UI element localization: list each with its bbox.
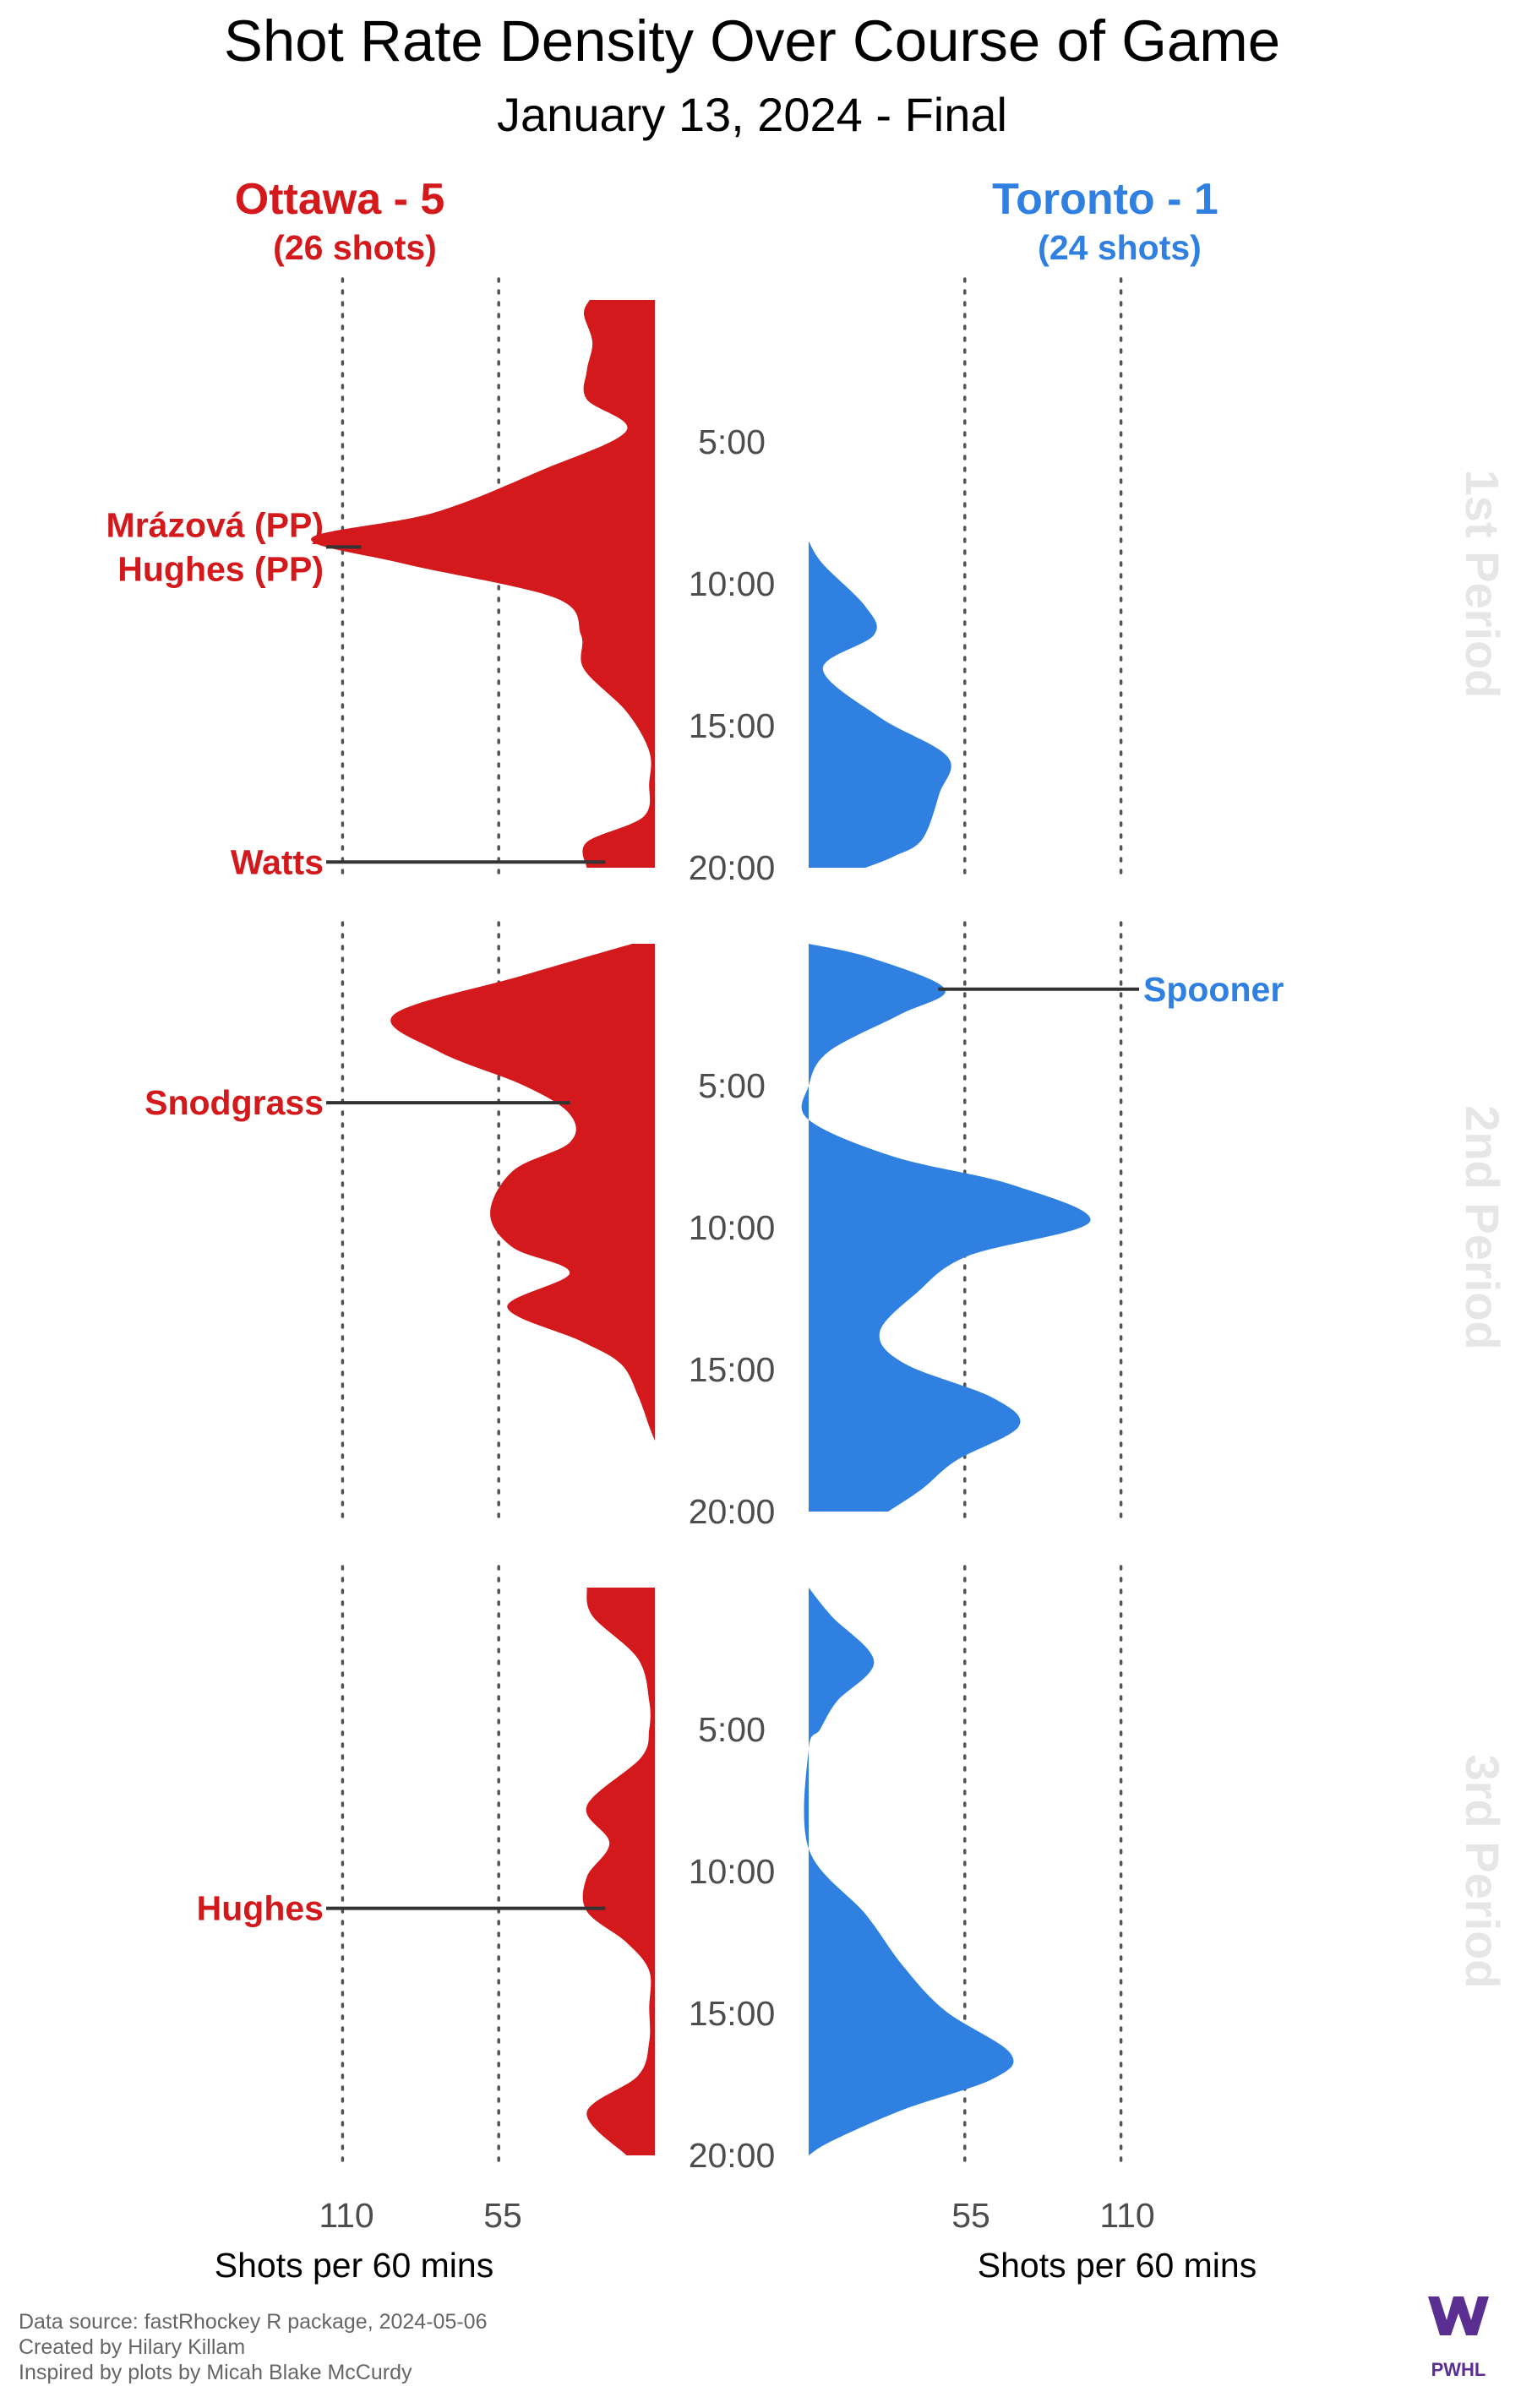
time-label-p1-2000: 20:00 <box>689 848 776 887</box>
time-label-p3-500: 5:00 <box>698 1710 766 1749</box>
goal-label-mr-zov-pp: Mrázová (PP) <box>106 505 324 544</box>
toronto-density-p3 <box>804 1588 1014 2155</box>
period-label-1: 1st Period <box>1456 470 1509 699</box>
ottawa-density-p2 <box>390 944 655 1441</box>
goal-label-snodgrass: Snodgrass <box>144 1083 324 1122</box>
density-areas <box>311 300 1091 2155</box>
toronto-density-p1 <box>809 541 951 868</box>
caption-inspiration: Inspired by plots by Micah Blake McCurdy <box>19 2361 412 2384</box>
ottawa-density-p1 <box>311 300 655 868</box>
goal-label-hughes: Hughes <box>197 1889 324 1928</box>
ottawa-team-name: Ottawa - 5 <box>235 175 445 224</box>
time-label-p2-2000: 20:00 <box>689 1492 776 1531</box>
right-tick-55: 55 <box>951 2196 990 2235</box>
period-label-2: 2nd Period <box>1456 1105 1509 1349</box>
ottawa-density-p3 <box>582 1588 655 2155</box>
time-label-p2-500: 5:00 <box>698 1066 766 1105</box>
time-label-p1-1500: 15:00 <box>689 706 776 745</box>
right-tick-110: 110 <box>1099 2196 1154 2235</box>
pwhl-logo-text: PWHL <box>1431 2359 1486 2380</box>
time-labels: 5:00 10:00 15:00 20:00 5:00 10:00 15:00 20:00 5:… <box>689 422 776 2175</box>
pwhl-logo: PWHL <box>1428 2296 1489 2380</box>
caption-author: Created by Hilary Killam <box>19 2335 245 2359</box>
time-label-p1-1000: 10:00 <box>689 564 776 603</box>
chart-subtitle: January 13, 2024 - Final <box>497 88 1007 141</box>
goal-label-watts: Watts <box>231 842 324 881</box>
caption-source: Data source: fastRhockey R package, 2024… <box>19 2310 487 2334</box>
time-label-p1-500: 5:00 <box>698 422 766 461</box>
toronto-team-name: Toronto - 1 <box>992 175 1218 224</box>
left-axis-label: Shots per 60 mins <box>215 2246 493 2285</box>
right-axis-label: Shots per 60 mins <box>978 2246 1257 2285</box>
ottawa-shot-count: (26 shots) <box>273 228 437 267</box>
left-tick-110: 110 <box>319 2196 373 2235</box>
toronto-shot-count: (24 shots) <box>1038 228 1202 267</box>
goal-label-hughes-pp: Hughes (PP) <box>117 549 324 588</box>
period-label-3: 3rd Period <box>1456 1755 1509 1989</box>
toronto-density-p2 <box>801 944 1091 1512</box>
time-label-p3-2000: 20:00 <box>689 2136 776 2175</box>
chart-title: Shot Rate Density Over Course of Game <box>224 8 1280 74</box>
goal-label-spooner: Spooner <box>1143 970 1284 1009</box>
time-label-p2-1500: 15:00 <box>689 1350 776 1389</box>
period-labels: 1st Period 2nd Period 3rd Period <box>1456 470 1509 1989</box>
time-label-p2-1000: 10:00 <box>689 1208 776 1247</box>
goal-annotations: Mrázová (PP) Hughes (PP) Watts Spooner Snodg… <box>106 505 1284 1927</box>
left-tick-55: 55 <box>483 2196 522 2235</box>
time-label-p3-1000: 10:00 <box>689 1852 776 1891</box>
time-label-p3-1500: 15:00 <box>689 1994 776 2033</box>
